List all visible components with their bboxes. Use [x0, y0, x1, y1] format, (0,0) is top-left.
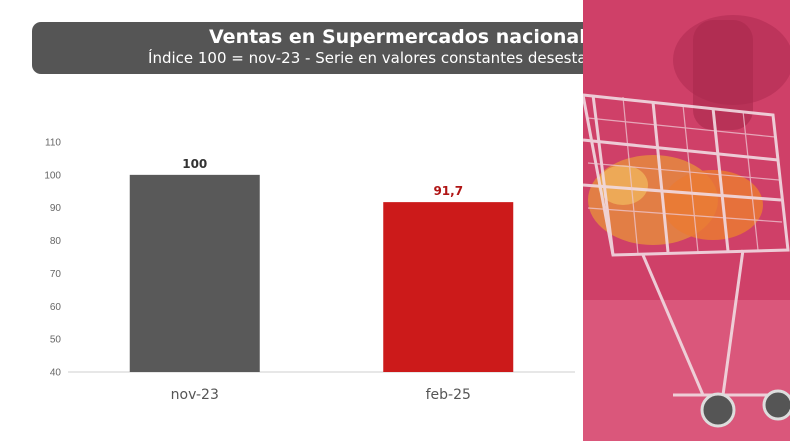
x-tick-label: feb-25: [426, 387, 471, 403]
y-tick-label: 90: [50, 203, 62, 214]
y-tick-label: 40: [50, 368, 62, 379]
bar-feb-25: [383, 202, 514, 372]
data-label: 91,7: [433, 184, 463, 198]
bar-nov-23: [129, 174, 260, 372]
chart-area: 110 100 90 80 70 60 50 40 100 nov-23 91,7 feb-25: [44, 138, 575, 403]
y-tick-label: 60: [50, 302, 62, 313]
y-tick-label: 80: [50, 236, 62, 247]
x-tick-label: nov-23: [171, 387, 219, 403]
y-tick-label: 50: [50, 335, 62, 346]
y-tick-label: 110: [45, 138, 61, 149]
y-tick-label: 100: [44, 170, 61, 181]
data-label: 100: [182, 157, 207, 171]
bar-chart: 110 100 90 80 70 60 50 40 100 nov-23 91,7 feb-25: [44, 138, 575, 403]
supermarket-photo: [583, 0, 790, 441]
chart-title: Ventas en Supermercados nacionales: [209, 26, 610, 48]
shopping-cart-icon: [583, 0, 790, 441]
y-tick-label: 70: [50, 269, 62, 280]
chart-subtitle: Índice 100 = nov-23 - Serie en valores c…: [148, 49, 671, 67]
